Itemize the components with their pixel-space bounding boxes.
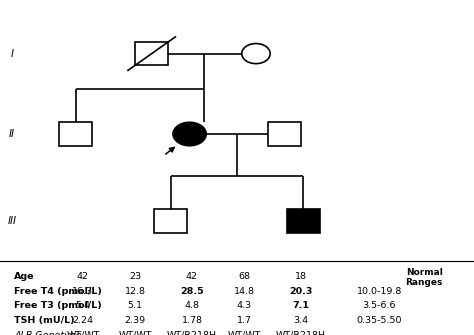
Text: Free T3 (pmol/L): Free T3 (pmol/L) [14, 302, 102, 310]
Text: 10.0-19.8: 10.0-19.8 [356, 287, 402, 295]
Text: ALB Genotype: ALB Genotype [14, 331, 82, 335]
Bar [268, 122, 301, 146]
Bar [135, 42, 168, 65]
Text: 1.78: 1.78 [182, 316, 202, 325]
Text: 5.1: 5.1 [128, 302, 143, 310]
Text: Free T4 (pmol/L): Free T4 (pmol/L) [14, 287, 102, 295]
Circle shape [173, 122, 206, 146]
Bar [154, 209, 187, 233]
Text: III: III [8, 216, 16, 226]
Text: WT/R218H: WT/R218H [167, 331, 217, 335]
Text: 2.24: 2.24 [73, 316, 93, 325]
Text: 42: 42 [77, 272, 89, 281]
Text: 4.3: 4.3 [237, 302, 252, 310]
Text: 14.8: 14.8 [234, 287, 255, 295]
Text: Normal
Ranges: Normal Ranges [406, 268, 443, 287]
Text: 18: 18 [295, 272, 307, 281]
Text: 16.3: 16.3 [73, 287, 93, 295]
Text: 1.7: 1.7 [237, 316, 252, 325]
Text: WT/WT: WT/WT [66, 331, 100, 335]
Text: 28.5: 28.5 [180, 287, 204, 295]
Text: II: II [9, 129, 15, 139]
Bar [287, 209, 320, 233]
Circle shape [242, 44, 270, 64]
Text: 3.5-6.6: 3.5-6.6 [363, 302, 396, 310]
Text: 4.8: 4.8 [184, 302, 200, 310]
Text: 68: 68 [238, 272, 250, 281]
Text: 2.39: 2.39 [125, 316, 146, 325]
Text: 0.35-5.50: 0.35-5.50 [356, 316, 402, 325]
Text: WT/WT: WT/WT [228, 331, 261, 335]
Text: 7.1: 7.1 [292, 302, 310, 310]
Text: 42: 42 [186, 272, 198, 281]
Text: 12.8: 12.8 [125, 287, 146, 295]
Text: 23: 23 [129, 272, 141, 281]
Text: 5.4: 5.4 [75, 302, 91, 310]
Bar [59, 122, 92, 146]
Text: 20.3: 20.3 [289, 287, 313, 295]
Text: 3.4: 3.4 [293, 316, 309, 325]
Text: TSH (mU/L): TSH (mU/L) [14, 316, 75, 325]
Text: Age: Age [14, 272, 35, 281]
Text: I: I [10, 49, 13, 59]
Text: WT/R218H: WT/R218H [276, 331, 326, 335]
Text: WT/WT: WT/WT [118, 331, 152, 335]
